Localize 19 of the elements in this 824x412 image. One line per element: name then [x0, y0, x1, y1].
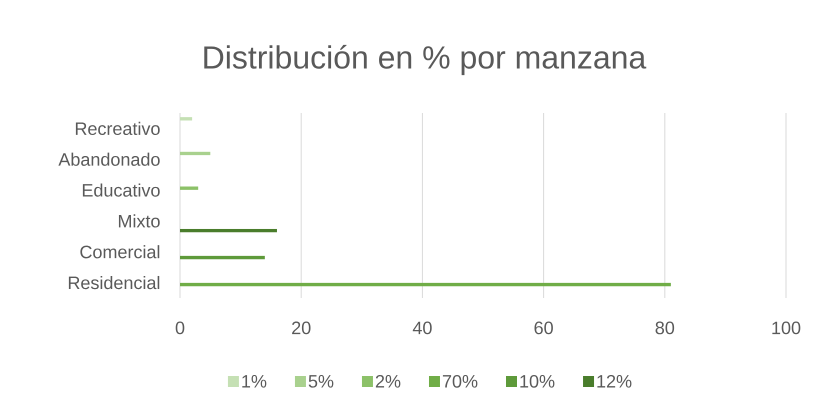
y-tick-label: Educativo [82, 183, 160, 197]
y-tick-label: Mixto [118, 214, 160, 228]
x-tick-label: 40 [412, 322, 432, 334]
legend-label: 1% [242, 374, 266, 388]
x-tick-label: 20 [292, 322, 311, 334]
y-tick-label: Comercial [80, 245, 160, 258]
legend-label: 5% [308, 374, 334, 388]
x-tick-label: 80 [656, 322, 674, 334]
legend-label: 70% [442, 374, 478, 388]
chart-title: Distribución en % por manzana [204, 44, 646, 76]
legend-label: 2% [376, 374, 400, 388]
x-tick-label: 100 [772, 322, 800, 334]
x-tick-label: 60 [534, 322, 553, 334]
legend-label: 10% [520, 374, 554, 388]
x-tick-label: 0 [176, 322, 184, 334]
y-tick-label: Abandonado [58, 152, 160, 166]
y-tick-label: Residencial [68, 276, 160, 290]
y-tick-label: Recreativo [76, 122, 160, 136]
legend-label: 12% [597, 374, 632, 388]
